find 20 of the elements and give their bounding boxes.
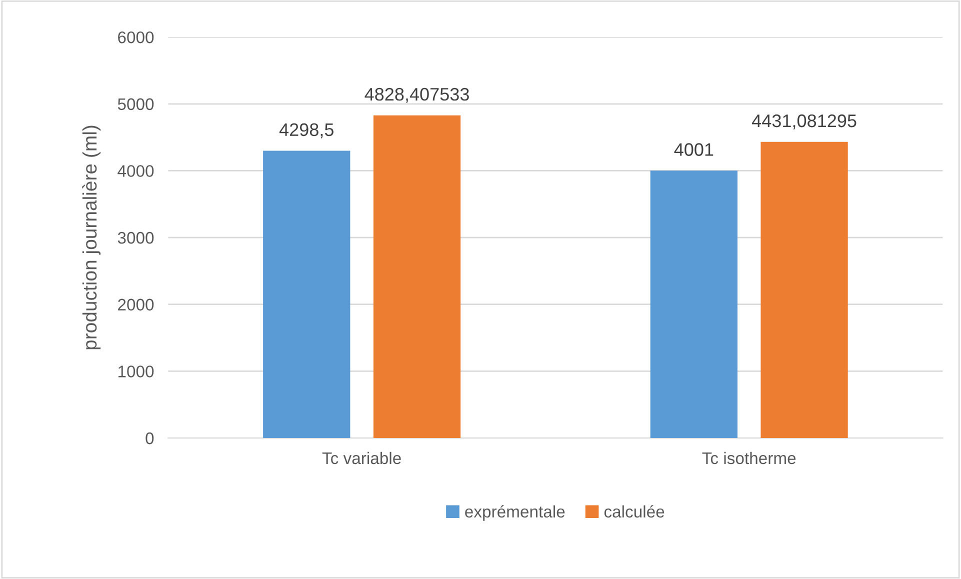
- legend-label: exprémentale: [465, 505, 565, 521]
- data-label: 4298,5: [279, 123, 334, 138]
- data-label: 4431,081295: [752, 114, 856, 130]
- y-tick-label: 5000: [118, 98, 154, 110]
- y-axis-title: production journalière (ml): [82, 126, 101, 350]
- y-tick-label: 4000: [118, 165, 154, 177]
- y-tick-label: 3000: [118, 232, 154, 244]
- bar: [263, 150, 350, 438]
- bar: [373, 115, 461, 438]
- x-tick-label: Tc variable: [322, 452, 401, 464]
- legend-label: calculée: [604, 505, 664, 518]
- bar: [760, 142, 848, 438]
- y-tick-label: 2000: [118, 298, 154, 311]
- data-label: 4001: [674, 143, 714, 156]
- data-label: 4828,407533: [364, 88, 469, 103]
- y-tick-label: 1000: [118, 366, 154, 378]
- y-tick-label: 0: [146, 432, 154, 444]
- bar: [650, 170, 738, 438]
- x-tick-label: Tc isotherme: [702, 452, 796, 464]
- y-tick-label: 6000: [118, 31, 154, 44]
